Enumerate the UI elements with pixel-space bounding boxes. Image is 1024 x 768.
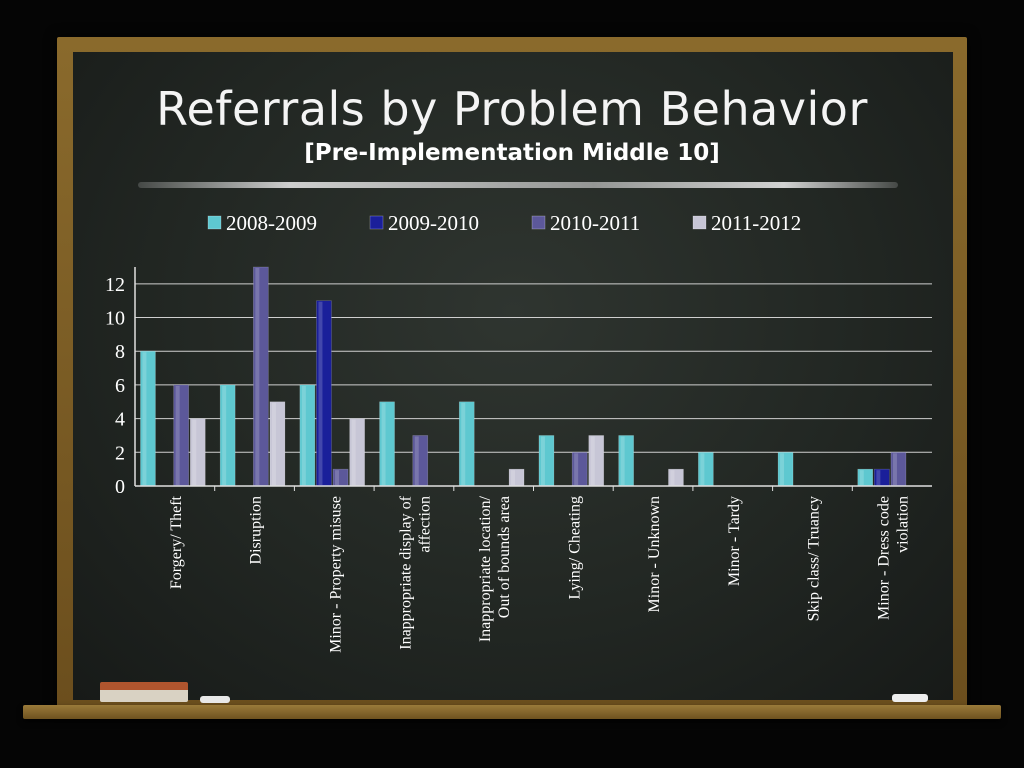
legend-label: 2009-2010: [388, 211, 479, 235]
x-tick-label: Out of bounds area: [496, 496, 513, 618]
bar-highlight: [255, 268, 260, 485]
bars: [140, 266, 907, 487]
x-tick-label: Minor - Dress code: [876, 496, 893, 620]
bar-highlight: [876, 470, 881, 485]
bar-highlight: [318, 301, 323, 485]
x-tick-label: affection: [416, 496, 433, 553]
bar-highlight: [892, 453, 897, 485]
axes: 0 2 4 6 8 10 12 Forgery/ Theft Disruption Minor -…: [105, 267, 932, 653]
legend-swatch: [369, 215, 384, 230]
legend: 2008-2009 2009-2010 2010-2011 2011-2012: [207, 211, 801, 235]
legend-label: 2010-2011: [550, 211, 640, 235]
legend-swatch: [207, 215, 222, 230]
bar-highlight: [335, 470, 340, 485]
chalkboard: [73, 52, 953, 700]
bar-highlight: [590, 436, 595, 485]
x-tick-label: Inappropriate location/: [477, 495, 494, 642]
bar-highlight: [142, 352, 147, 485]
bar-highlight: [222, 385, 227, 485]
bar-highlight: [414, 436, 419, 485]
x-tick-label: Lying/ Cheating: [566, 496, 583, 600]
bar-highlight: [175, 385, 180, 485]
y-tick-label: 10: [105, 308, 125, 330]
chart-title: Referrals by Problem Behavior: [156, 82, 868, 136]
legend-label: 2011-2012: [711, 211, 801, 235]
bar-highlight: [540, 436, 545, 485]
y-tick-label: 12: [105, 274, 125, 296]
y-tick-label: 4: [115, 409, 125, 431]
bar-highlight: [780, 453, 785, 485]
bar-highlight: [670, 470, 675, 485]
legend-label: 2008-2009: [226, 211, 317, 235]
bar-highlight: [859, 470, 864, 485]
bar-highlight: [381, 402, 386, 485]
chalk-icon: [892, 694, 928, 702]
bar-highlight: [192, 419, 197, 485]
x-tick-label: violation: [895, 496, 912, 553]
x-tick-label: Skip class/ Truancy: [805, 496, 822, 621]
bar-highlight: [351, 419, 356, 485]
x-tick-label: Inappropriate display of: [397, 495, 414, 649]
x-tick-label: Minor - Tardy: [726, 496, 743, 586]
y-tick-label: 6: [115, 375, 125, 397]
legend-swatch: [692, 215, 707, 230]
chalk-icon: [200, 696, 230, 703]
eraser-icon: [100, 682, 188, 702]
x-tick-label: Minor - Property misuse: [327, 496, 344, 653]
y-tick-label: 8: [115, 341, 125, 363]
bar-highlight: [574, 453, 579, 485]
y-tick-label: 2: [115, 442, 125, 464]
chalk-underline: [138, 182, 898, 188]
bar-highlight: [620, 436, 625, 485]
bar-highlight: [301, 385, 306, 485]
x-tick-label: Minor - Unknown: [646, 496, 663, 612]
chart-subtitle: [Pre-Implementation Middle 10]: [304, 140, 720, 166]
x-tick-label: Forgery/ Theft: [168, 495, 185, 589]
bar-highlight: [271, 402, 276, 485]
legend-swatch: [531, 215, 546, 230]
x-tick-label: Disruption: [248, 496, 265, 564]
bar-highlight: [700, 453, 705, 485]
bar-highlight: [511, 470, 516, 485]
bar-highlight: [461, 402, 466, 485]
chalk-ledge: [23, 705, 1001, 719]
y-tick-label: 0: [115, 476, 125, 498]
